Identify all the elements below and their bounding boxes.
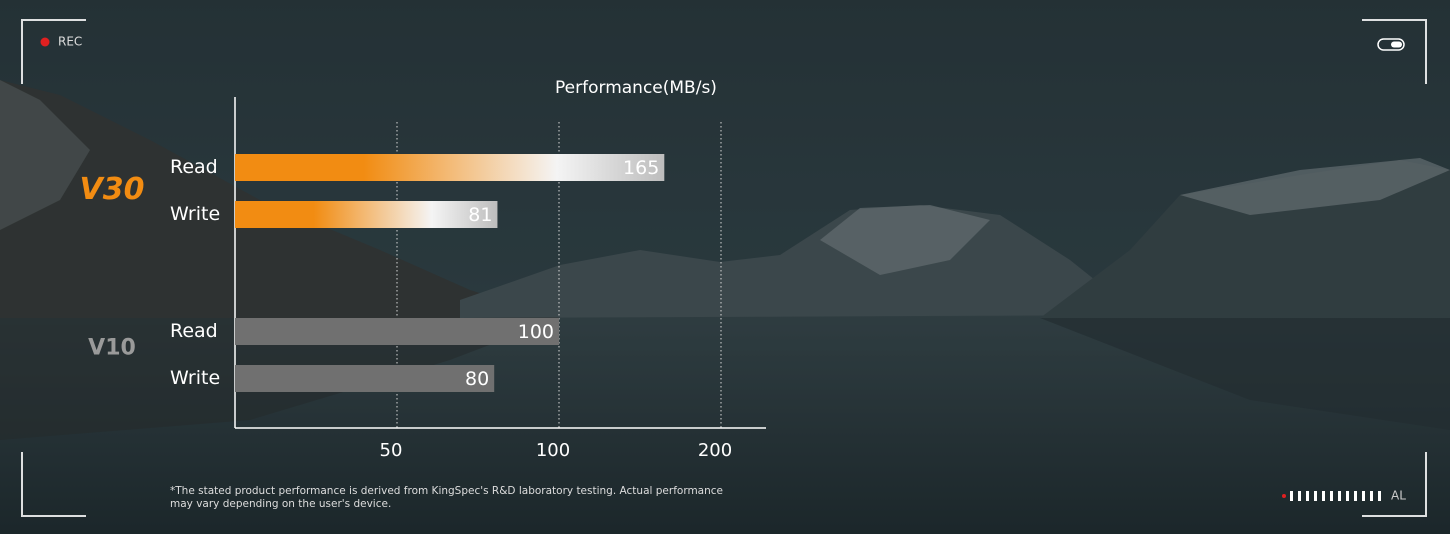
category-label: Write [170, 367, 220, 389]
bar [235, 154, 665, 181]
group-label: V10 [88, 336, 136, 361]
value-label: 100 [518, 321, 554, 343]
category-label: Read [170, 320, 218, 342]
value-label: 165 [623, 157, 659, 179]
group-label: V30 [80, 172, 145, 207]
footnote: *The stated product performance is deriv… [170, 485, 723, 497]
bar [235, 365, 495, 392]
x-tick-label: 200 [698, 440, 732, 461]
al-label: AL [1391, 489, 1406, 503]
category-label: Write [170, 203, 220, 225]
bar [235, 318, 559, 345]
x-tick-label: 100 [536, 440, 570, 461]
value-label: 81 [468, 204, 492, 226]
bar [235, 201, 498, 228]
rec-label: REC [58, 35, 82, 49]
footnote: may vary depending on the user's device. [170, 498, 391, 510]
chart-title: Performance(MB/s) [555, 78, 717, 98]
x-tick-label: 50 [380, 440, 403, 461]
category-label: Read [170, 156, 218, 178]
value-label: 80 [465, 368, 489, 390]
